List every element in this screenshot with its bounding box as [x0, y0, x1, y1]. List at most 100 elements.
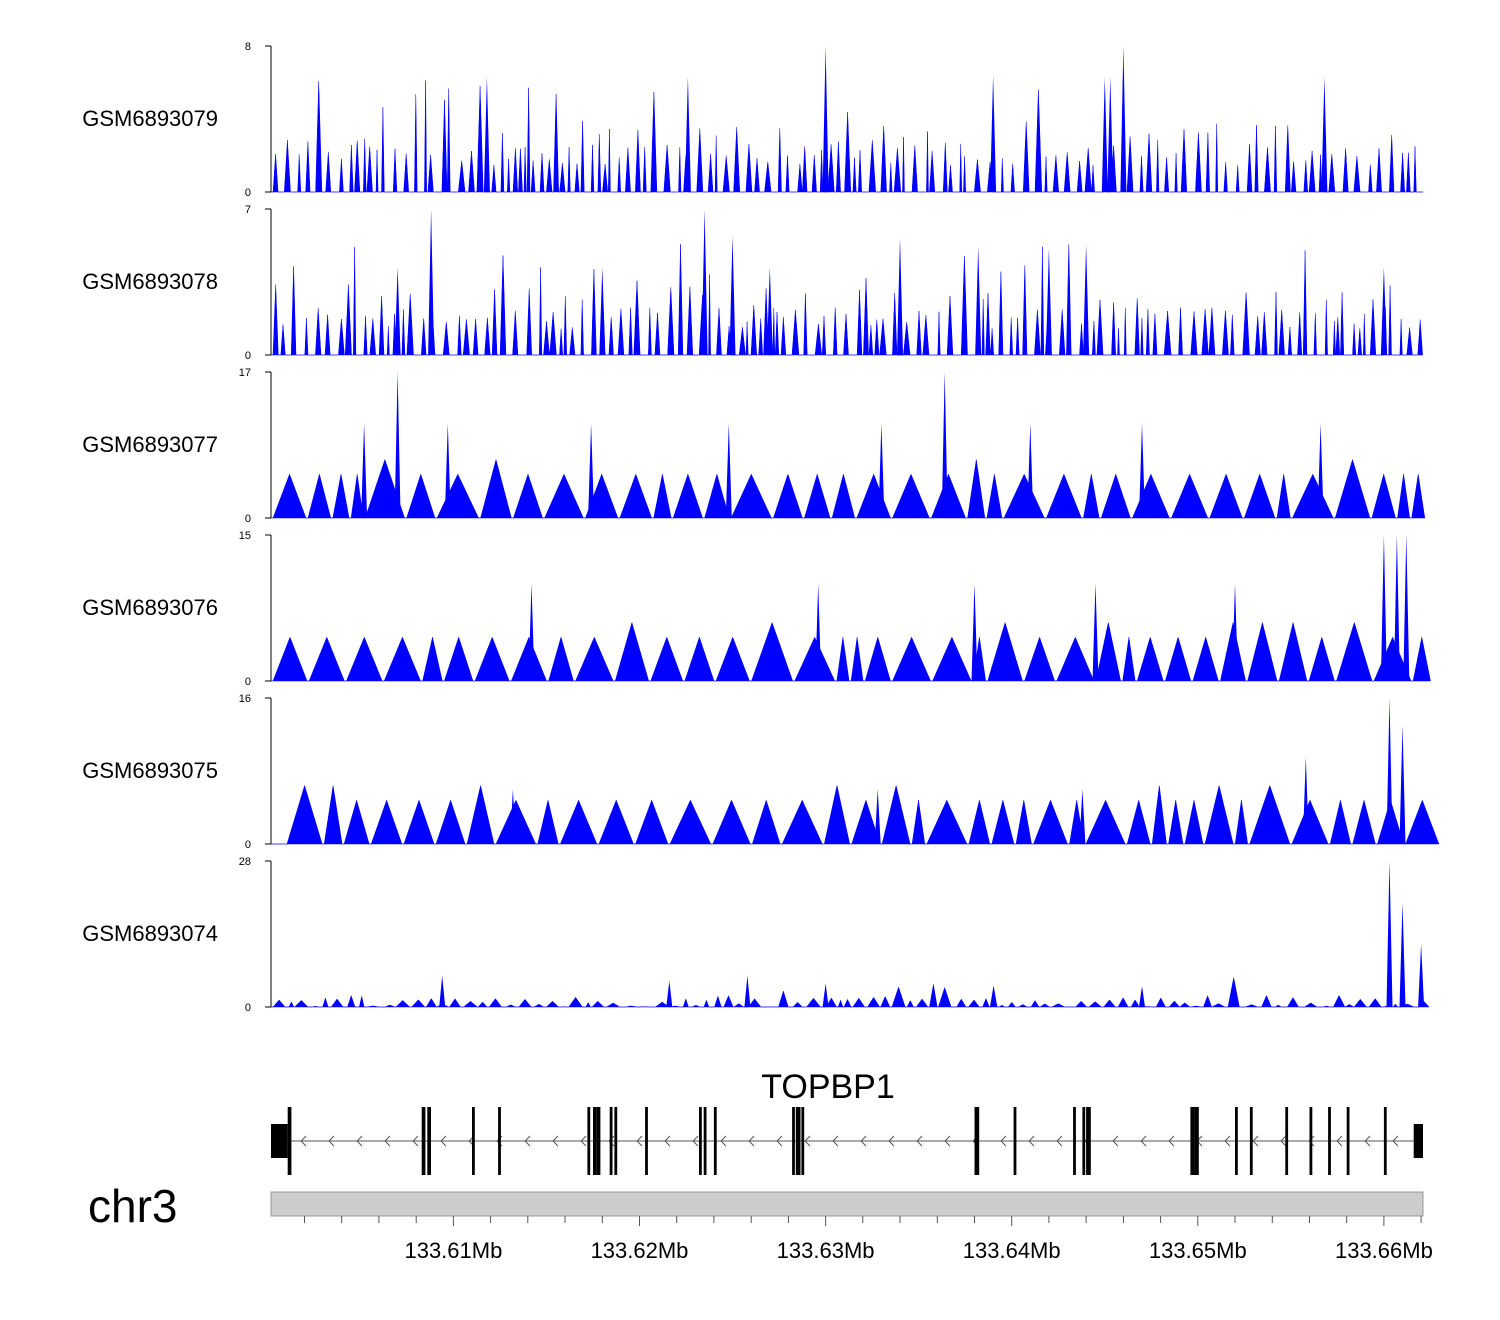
exon-block: [271, 1124, 288, 1158]
strand-arrow: [384, 1135, 391, 1147]
strand-arrow: [860, 1135, 867, 1147]
exon-block: [287, 1107, 292, 1175]
coverage-area: [271, 244, 1423, 356]
coverage-track: GSM6893075 16 0: [82, 693, 1440, 851]
exon-block: [1086, 1107, 1091, 1175]
coverage-peak: [744, 975, 751, 1007]
y-max-label: 15: [239, 530, 251, 542]
coverage-peak: [1386, 698, 1393, 844]
exon-block: [1346, 1107, 1350, 1175]
coverage-peak: [528, 583, 535, 681]
coverage-area: [271, 784, 1440, 845]
exon-block: [1194, 1107, 1199, 1175]
coordinate-tick-label: 133.64Mb: [963, 1238, 1061, 1263]
exon-block: [1082, 1107, 1086, 1175]
chromosome-bar: [270, 1191, 1424, 1217]
coverage-peak: [725, 423, 732, 518]
coverage-peak: [509, 789, 516, 844]
coverage-peak: [599, 267, 606, 355]
coordinate-tick-label: 133.62Mb: [591, 1238, 689, 1263]
y-max-label: 8: [245, 41, 251, 53]
strand-arrow: [804, 1135, 811, 1147]
track-label: GSM6893074: [82, 921, 218, 946]
exon-block: [1383, 1107, 1387, 1175]
exon-block: [609, 1107, 613, 1175]
exon-block: [427, 1107, 431, 1175]
exon-block: [795, 1107, 801, 1175]
strand-arrow: [832, 1135, 839, 1147]
chromosome-label: chr3: [88, 1180, 177, 1232]
strand-arrow: [412, 1135, 419, 1147]
coverage-peak: [766, 267, 773, 355]
strand-arrow: [1224, 1135, 1231, 1147]
coverage-peak: [1418, 944, 1425, 1007]
coverage-track: GSM6893074 28 0: [82, 856, 1430, 1014]
coverage-peak: [1027, 423, 1034, 518]
coverage-peak: [1386, 861, 1393, 1007]
coverage-area: [271, 977, 1430, 1008]
exon-block: [596, 1107, 601, 1175]
coverage-peak: [815, 583, 822, 681]
strand-arrow: [1112, 1135, 1119, 1147]
coverage-peak: [428, 209, 435, 355]
genome-axis-track: chr3 133.61Mb 133.62Mb 133.63Mb 133.64Mb 133…: [88, 1180, 1433, 1263]
track-label: GSM6893078: [82, 269, 218, 294]
exon-block: [713, 1107, 717, 1175]
coverage-peak: [1045, 248, 1052, 355]
coverage-peak: [1139, 423, 1145, 518]
exon-block: [699, 1107, 702, 1175]
exon-block: [614, 1107, 618, 1175]
exon-block: [1249, 1107, 1253, 1175]
exon-block: [1235, 1107, 1238, 1175]
y-min-label: 0: [245, 350, 251, 362]
coverage-track: GSM6893079 8 0: [82, 41, 1423, 199]
exon-block: [593, 1107, 597, 1175]
coverage-peak: [874, 789, 881, 844]
coverage-peak: [444, 423, 451, 518]
strand-arrow: [328, 1135, 335, 1147]
coverage-area: [271, 621, 1431, 682]
coverage-track: GSM6893077 17 0: [82, 367, 1426, 525]
coverage-peak: [1393, 535, 1400, 681]
coverage-peak: [1139, 986, 1145, 1007]
coverage-peak: [1399, 902, 1406, 1007]
exon-block: [472, 1107, 475, 1175]
exon-block: [1413, 1124, 1423, 1158]
y-min-label: 0: [245, 1002, 251, 1014]
strand-arrow: [720, 1135, 727, 1147]
coverage-peak: [1380, 535, 1387, 681]
strand-arrow: [580, 1135, 587, 1147]
coverage-track: GSM6893078 7 0: [82, 204, 1423, 362]
coverage-peak: [439, 975, 446, 1007]
coverage-peak: [394, 372, 401, 518]
coverage-area: [271, 458, 1426, 519]
strand-arrow: [916, 1135, 923, 1147]
coverage-peak: [878, 423, 885, 518]
strand-arrow: [1392, 1135, 1399, 1147]
gene-model-track: TOPBP1: [271, 1068, 1423, 1175]
coverage-peak: [990, 75, 997, 192]
y-max-label: 16: [239, 693, 251, 705]
coverage-peak: [483, 77, 490, 192]
exon-block: [1328, 1107, 1331, 1175]
coverage-peak: [941, 372, 948, 518]
strand-arrow: [776, 1135, 783, 1147]
coordinate-tick-label: 133.61Mb: [404, 1238, 502, 1263]
coverage-peak: [684, 77, 691, 192]
strand-arrow: [356, 1135, 363, 1147]
y-max-label: 28: [239, 856, 251, 868]
coverage-peak: [1321, 77, 1328, 192]
coverage-tracks: GSM689307980GSM689307870GSM6893077170GSM…: [82, 41, 1440, 1014]
strand-arrow: [692, 1135, 699, 1147]
coverage-peak: [822, 46, 829, 192]
exon-block: [1013, 1107, 1017, 1175]
coordinate-tick-label: 133.66Mb: [1335, 1238, 1433, 1263]
coverage-peak: [1317, 423, 1324, 518]
coverage-peak: [1399, 725, 1406, 844]
coverage-peak: [701, 209, 708, 355]
strand-arrow: [664, 1135, 671, 1147]
strand-arrow: [552, 1135, 559, 1147]
coverage-track: GSM6893076 15 0: [82, 530, 1431, 688]
coverage-peak: [588, 423, 595, 518]
